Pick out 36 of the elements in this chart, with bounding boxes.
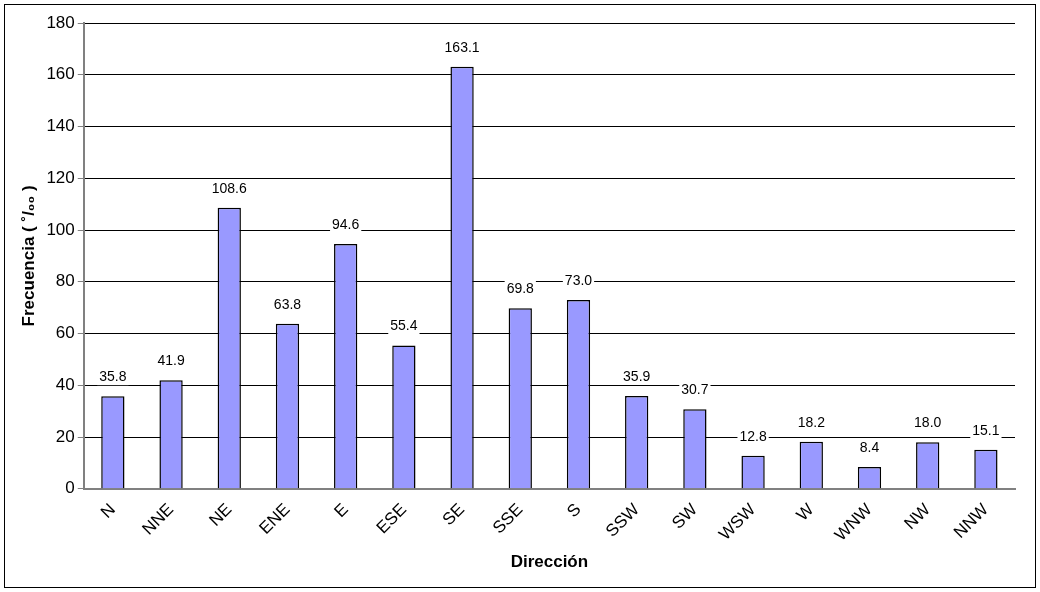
data-label: 108.6 xyxy=(211,179,247,196)
y-tick-label: 140 xyxy=(46,116,75,136)
data-label: 8.4 xyxy=(859,438,880,455)
y-tick-label: 180 xyxy=(46,12,75,32)
data-label: 63.8 xyxy=(273,295,302,312)
x-tick-label: N xyxy=(96,499,120,522)
data-label: 30.7 xyxy=(681,381,709,398)
y-tick-label: 160 xyxy=(46,64,75,84)
x-tick-label: NE xyxy=(205,499,236,530)
data-label: 18.2 xyxy=(797,413,826,430)
y-tick-label: 20 xyxy=(55,426,75,446)
x-tick-label: E xyxy=(330,499,352,522)
y-tick-label: 40 xyxy=(55,374,75,394)
y-tick-label: 80 xyxy=(55,271,75,291)
y-axis-title: Frecuencia ( ˚/₀₀ ) xyxy=(18,185,38,327)
x-tick-label: SE xyxy=(438,499,469,530)
data-label: 94.6 xyxy=(332,215,360,232)
x-tick-label: S xyxy=(563,499,585,522)
data-label: 15.1 xyxy=(972,421,1000,438)
data-label: 12.8 xyxy=(739,427,767,444)
data-label: 163.1 xyxy=(444,38,480,55)
y-tick-label: 100 xyxy=(46,219,75,239)
y-tick-label: 0 xyxy=(65,478,75,498)
x-tick-label: W xyxy=(792,499,818,525)
y-tick-label: 120 xyxy=(46,167,75,187)
y-tick-label: 60 xyxy=(55,323,75,343)
data-label: 18.0 xyxy=(914,414,942,431)
x-tick-label: NW xyxy=(900,499,934,534)
x-tick-label: SW xyxy=(668,499,702,533)
data-label: 69.8 xyxy=(506,280,535,297)
data-label: 41.9 xyxy=(157,352,185,369)
data-label: 35.8 xyxy=(99,368,127,385)
x-axis-title: Dirección xyxy=(510,552,589,572)
data-label: 55.4 xyxy=(390,317,418,334)
data-label: 73.0 xyxy=(564,271,593,288)
data-label: 35.9 xyxy=(623,367,651,384)
